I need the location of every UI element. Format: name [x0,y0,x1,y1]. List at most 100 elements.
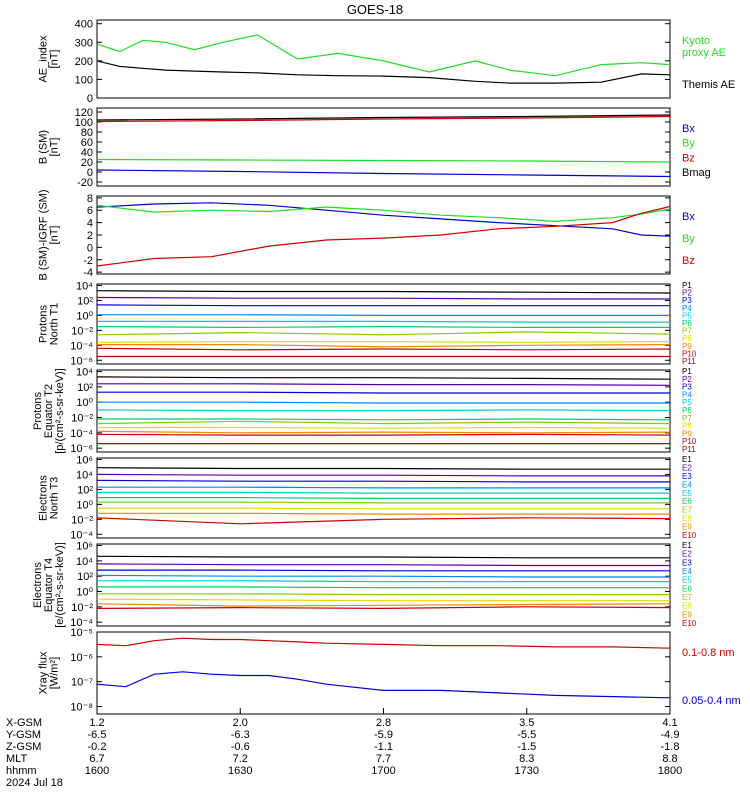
y-tick-label: 400 [75,19,93,31]
y-tick-label: -4 [83,267,93,279]
series-line-e8 [97,507,670,510]
series-line-e5 [97,580,670,583]
time-axis-row-label: Y-GSM [6,729,41,741]
series-line-e5 [97,491,670,494]
y-tick-label: -20 [77,177,93,189]
y-tick-label: 10⁻⁶ [70,443,93,455]
legend-label: E10 [682,619,697,628]
time-axis-value: -6.3 [231,729,250,741]
series-line-p3 [96,304,670,307]
series-line-e3 [97,569,670,572]
y-tick-label: 10⁻⁶ [70,652,93,664]
y-tick-label: 4 [87,218,93,230]
series-line-e4 [97,486,670,489]
legend-label: Bx [682,123,695,135]
series-line-p8 [96,341,671,343]
y-tick-label: 10⁻² [71,325,93,337]
series-line-p8 [97,426,671,429]
legend-label: P5 [682,311,692,320]
legend-label: P3 [682,296,692,305]
series-line-p7 [96,420,671,425]
y-axis-label: AE_index [38,35,50,83]
series-line-p7 [96,331,671,336]
y-axis-label: North T1 [49,303,61,346]
legend-label: E2 [682,463,692,472]
time-axis-value: -0.2 [88,741,107,753]
time-axis-value: 1700 [371,765,395,777]
series-line-p10 [96,433,671,436]
series-line-e2 [96,563,670,567]
date-label: 2024 Jul 18 [6,777,63,789]
series-line-p5 [97,320,670,323]
legend-label: P2 [682,375,692,384]
time-axis-value: 1.2 [89,717,104,729]
legend-label: P11 [682,357,696,366]
series-line-bx [96,169,671,178]
y-tick-label: 10² [77,382,93,394]
series-line-by [96,204,671,223]
series-line-p1 [96,290,671,294]
legend-label: P5 [682,398,692,407]
y-tick-label: -2 [83,255,93,267]
time-axis-value: -0.6 [231,741,250,753]
legend-label: E4 [682,480,692,489]
y-tick-label: 10⁰ [76,587,93,599]
series-line-p5 [96,409,671,412]
time-axis-value: -1.5 [517,741,536,753]
legend-label: P7 [682,327,692,336]
series-line-p3 [97,391,670,394]
series-line-e6 [97,586,670,589]
y-axis-label: [nT] [49,50,61,69]
time-axis-value: 8.8 [662,753,677,765]
legend-label: E6 [682,584,692,593]
panel-frame [96,107,671,187]
legend-label: E5 [682,489,692,498]
time-axis-value: 7.2 [233,753,248,765]
legend-label: By [682,233,695,245]
legend-label: P11 [682,445,696,454]
legend-label: P1 [682,281,692,290]
series-line-e9 [96,603,671,607]
series-line-p10 [96,347,671,351]
legend-label: P6 [682,319,692,328]
panel-xray: 10⁻⁸ 10⁻⁷ 10⁻⁶ 10⁻⁵ Xray flux [W/m²] 0.1-0.8 n… [38,627,741,715]
y-axis-label: Equator T4 [43,558,55,612]
y-tick-label: 10⁻⁴ [70,428,93,440]
y-axis-label: [nT] [49,226,61,245]
y-tick-label: 10⁻² [71,514,93,526]
y-tick-label: 80 [81,127,93,139]
time-axis-row-label: Z-GSM [6,741,41,753]
series-line-e4 [96,574,670,578]
series-line-e10 [96,606,671,610]
y-tick-label: 10⁰ [76,499,93,511]
y-axis-label: [e/(cm²-s-sr-keV)] [54,542,66,628]
series-line-p4 [97,401,670,404]
legend-label: E1 [682,455,692,464]
legend-label: P3 [682,383,692,392]
y-axis-label: Protons [32,392,44,430]
legend-label: E6 [682,497,692,506]
y-axis-label: [nT] [49,138,61,157]
time-axis-row-label: MLT [6,753,27,765]
legend-label: E3 [682,558,692,567]
y-tick-label: 10⁻⁸ [70,702,93,714]
legend-label: Bz [682,255,695,267]
y-tick-label: 10⁴ [76,280,93,292]
series-line-e7 [97,501,670,504]
series-line-p6 [97,418,671,421]
series-line-bz [96,115,671,123]
legend-label: E9 [682,610,692,619]
time-axis-value: -1.1 [374,741,393,753]
y-tick-label: 10² [77,571,93,583]
panel-frame [96,369,671,453]
y-tick-label: 40 [81,147,93,159]
legend-label: P9 [682,342,692,351]
time-axis-value: 4.1 [662,717,677,729]
y-tick-label: 10⁰ [76,397,93,409]
legend-label: E8 [682,602,692,611]
y-tick-label: 10² [77,295,93,307]
legend-label: E10 [682,531,697,540]
